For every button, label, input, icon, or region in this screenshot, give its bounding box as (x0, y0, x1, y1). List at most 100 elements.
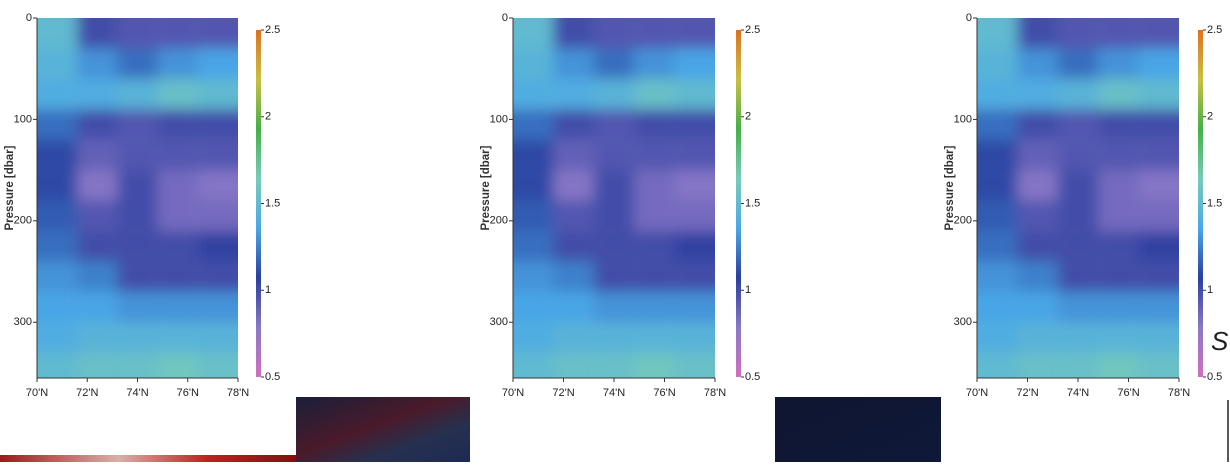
contour-cell (117, 261, 158, 292)
contour-cell (1057, 200, 1099, 231)
contour-cell (593, 230, 635, 262)
contour-cell (977, 170, 1018, 201)
contour-cell (977, 109, 1018, 140)
contour-cell (553, 352, 594, 378)
contour-cell (553, 200, 594, 231)
y-tick-label: 300 (490, 316, 508, 328)
contour-cell (77, 109, 118, 140)
contour-cell (157, 48, 198, 79)
y-tick-label: 300 (954, 316, 972, 328)
x-tick-label: 72'N (552, 387, 574, 399)
contour-cell (1017, 200, 1058, 231)
contour-cell (1138, 139, 1179, 171)
contour-cell (674, 291, 715, 323)
contour-cell (1138, 170, 1179, 201)
contour-cell (1057, 109, 1099, 140)
contour-cell (1138, 322, 1179, 353)
y-axis-label: Pressure [dbar] (944, 145, 956, 230)
photo (775, 397, 941, 462)
contour-cell (157, 200, 198, 231)
contour-cell (157, 352, 198, 378)
y-tick-label: 200 (954, 215, 972, 227)
contour-cell (77, 78, 118, 110)
contour-cell (1017, 48, 1058, 79)
contour-cell (513, 352, 554, 378)
contour-cell (1017, 170, 1058, 201)
contour-cell (593, 139, 635, 171)
x-tick-label: 78'N (1168, 387, 1190, 399)
colorbar-tick-label: 1 (745, 284, 751, 296)
contour-cell (1057, 78, 1099, 110)
contour-cell (634, 261, 675, 292)
contour-cell (513, 230, 554, 262)
contour-cell (157, 261, 198, 292)
x-tick-label: 78'N (227, 387, 249, 399)
contour-chart: 0 100 200 300 70'N 72'N 74'N 76'N 78'N Pressure [… (944, 12, 1222, 399)
contour-cell (977, 18, 1018, 49)
colorbar-tick-label: 1 (265, 284, 271, 296)
contour-cell (37, 322, 78, 353)
contour-cell (593, 291, 635, 323)
contour-cell (117, 322, 158, 353)
contour-cell (37, 291, 78, 323)
contour-cell (513, 139, 554, 171)
contour-cell (77, 48, 118, 79)
contour-cell (197, 230, 238, 262)
colorbar-tick-label: 2 (265, 111, 271, 123)
contour-cell (553, 18, 594, 49)
contour-cell (197, 48, 238, 79)
contour-cell (1138, 230, 1179, 262)
contour-cell (553, 291, 594, 323)
contour-cell (197, 170, 238, 201)
colorbar (1198, 30, 1203, 377)
contour-cell (1098, 291, 1139, 323)
contour-cell (553, 170, 594, 201)
colorbar-tick-label: 1.5 (1207, 197, 1222, 209)
contour-cell (977, 291, 1018, 323)
contour-cell (1057, 18, 1099, 49)
contour-cell (1138, 261, 1179, 292)
contour-cell (513, 18, 554, 49)
contour-cell (634, 78, 675, 110)
contour-cell (593, 109, 635, 140)
contour-cell (117, 78, 158, 110)
colorbar-tick-label: 2.5 (1207, 24, 1222, 36)
x-tick-label: 72'N (76, 387, 98, 399)
contour-cell (1057, 48, 1099, 79)
contour-cell (157, 322, 198, 353)
contour-cell (157, 291, 198, 323)
contour-cell (977, 139, 1018, 171)
contour-cell (197, 322, 238, 353)
colorbar-tick-label: 2.5 (745, 24, 760, 36)
x-tick-label: 78'N (704, 387, 726, 399)
y-tick-label: 200 (490, 215, 508, 227)
contour-cell (634, 170, 675, 201)
contour-cell (634, 18, 675, 49)
y-tick-label: 300 (14, 316, 32, 328)
contour-cell (1098, 109, 1139, 140)
colorbar (256, 30, 261, 377)
contour-cell (1057, 261, 1099, 292)
contour-cell (634, 291, 675, 323)
contour-cell (1017, 230, 1058, 262)
contour-cell (634, 200, 675, 231)
contour-cell (977, 322, 1018, 353)
contour-cell (1138, 109, 1179, 140)
contour-cell (1017, 261, 1058, 292)
photo (296, 397, 470, 462)
x-tick-label: 74'N (1067, 387, 1089, 399)
x-tick-label: 74'N (126, 387, 148, 399)
contour-cell (513, 261, 554, 292)
contour-cell (977, 200, 1018, 231)
y-tick-label: 0 (26, 12, 32, 24)
contour-cell (77, 352, 118, 378)
contour-cell (553, 48, 594, 79)
contour-cell (593, 200, 635, 231)
contour-cell (1098, 200, 1139, 231)
contour-cell (1057, 291, 1099, 323)
contour-cell (674, 139, 715, 171)
contour-cell (37, 48, 78, 79)
contour-cell (1057, 352, 1099, 378)
contour-cell (37, 200, 78, 231)
contour-cell (37, 18, 78, 49)
